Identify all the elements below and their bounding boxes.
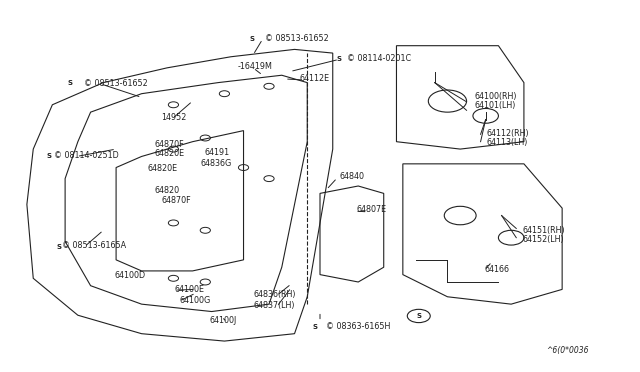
Text: 64152(LH): 64152(LH) [523, 235, 564, 244]
Text: 64113(LH): 64113(LH) [487, 138, 529, 147]
Text: 64820E: 64820E [148, 164, 178, 173]
Text: 64837(LH): 64837(LH) [253, 301, 294, 311]
Text: © 08363-6165H: © 08363-6165H [326, 322, 391, 331]
Text: © 08513-61652: © 08513-61652 [264, 34, 328, 43]
Text: 64151(RH): 64151(RH) [523, 226, 565, 235]
Text: 64100D: 64100D [115, 271, 146, 280]
Text: 64820: 64820 [154, 186, 179, 195]
Text: 64100J: 64100J [209, 316, 237, 325]
Text: 64870F: 64870F [154, 140, 184, 149]
Text: 64807E: 64807E [357, 205, 387, 215]
Text: 64112(RH): 64112(RH) [487, 129, 529, 138]
Text: S: S [337, 56, 342, 62]
Text: 64100G: 64100G [180, 296, 211, 305]
Text: © 08513-61652: © 08513-61652 [84, 79, 148, 88]
Text: S: S [68, 80, 73, 86]
Text: 64100E: 64100E [175, 285, 205, 294]
Text: S: S [46, 154, 51, 160]
Text: 14952: 14952 [161, 113, 186, 122]
Text: 64870F: 64870F [162, 196, 191, 205]
Text: © 08114-0251D: © 08114-0251D [54, 151, 118, 160]
Text: 64836(RH): 64836(RH) [253, 291, 296, 299]
Text: S: S [312, 324, 317, 330]
Text: 64100(RH): 64100(RH) [474, 92, 516, 101]
Text: 64836G: 64836G [201, 158, 232, 168]
Text: S: S [56, 244, 61, 250]
Text: 64820E: 64820E [154, 149, 184, 158]
Text: S: S [250, 36, 254, 42]
Text: 64112E: 64112E [300, 74, 330, 83]
Text: S: S [416, 313, 421, 319]
Text: ^6(0*0036: ^6(0*0036 [546, 346, 589, 355]
Text: -16419M: -16419M [237, 61, 272, 71]
Text: © 08114-0201C: © 08114-0201C [348, 54, 412, 63]
Text: 64101(LH): 64101(LH) [474, 101, 516, 110]
Text: 64840: 64840 [339, 172, 364, 181]
Text: © 08513-6165A: © 08513-6165A [62, 241, 126, 250]
Text: 64191: 64191 [204, 148, 229, 157]
Text: 64166: 64166 [484, 264, 509, 273]
